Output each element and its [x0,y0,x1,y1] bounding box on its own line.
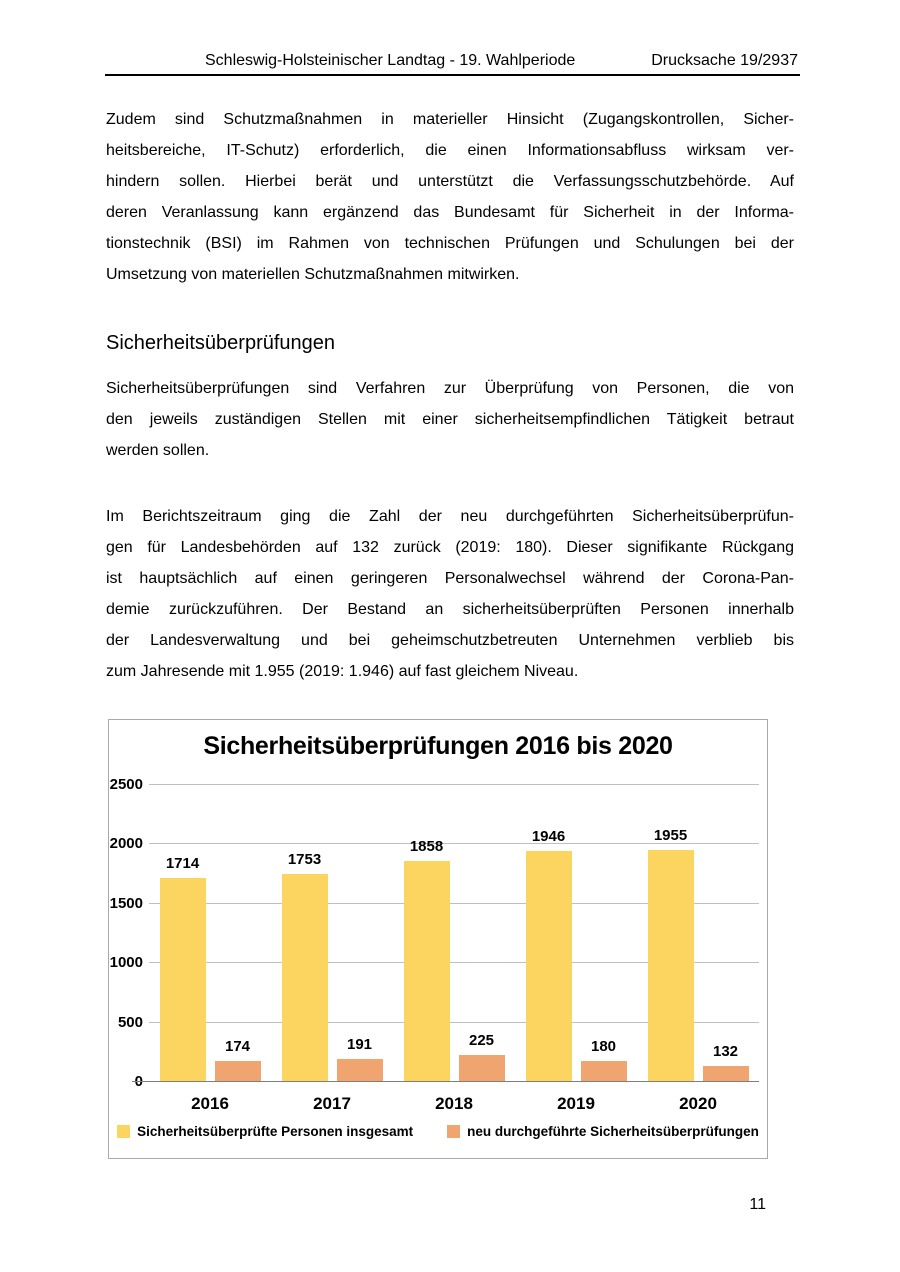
paragraph-3: Im Berichtszeitraum ging die Zahl der ne… [106,501,794,687]
text-line: der Landesverwaltung und bei geheimschut… [106,632,794,649]
x-tick-label: 2020 [679,1094,717,1113]
bar-value-label: 132 [712,1043,739,1060]
grid-line [149,1022,759,1023]
text-line: hindern sollen. Hierbei berät und unters… [106,173,794,190]
x-axis-line [132,1081,759,1082]
text-line: demie zurückzuführen. Der Bestand an sic… [106,601,794,618]
x-tick-label: 2019 [557,1094,595,1113]
chart-plot: 1714 174 1753 191 1858 225 1946 180 1955 132 [132,784,759,1082]
y-tick-label: 2500 [109,776,143,793]
legend-label: neu durchgeführte Sicherheitsüberprüfung… [467,1124,759,1139]
header-left-text: Schleswig-Holsteinischer Landtag - 19. W… [205,52,576,69]
header-right-text: Drucksache 19/2937 [651,52,798,69]
bar-group: 1946 180 [515,785,637,1082]
bar-group: 1714 174 [149,785,271,1082]
x-tick-label: 2017 [313,1094,351,1113]
text-line: Umsetzung von materiellen Schutzmaßnahme… [106,266,520,283]
text-line: deren Veranlassung kann ergänzend das Bu… [106,204,794,221]
y-tick-label: 0 [135,1073,143,1091]
chart-bar-groups: 1714 174 1753 191 1858 225 1946 180 1955 132 [149,785,759,1082]
bar-group: 1858 225 [393,785,515,1082]
bar-value-label: 225 [468,1032,495,1049]
bar: 180 [580,1038,627,1082]
bar-value-label: 180 [590,1038,617,1055]
bar-value-label: 1714 [165,855,200,872]
bar-value-label: 174 [224,1038,251,1055]
text-line: tionstechnik (BSI) im Rahmen von technis… [106,235,794,252]
bar: 225 [458,1032,505,1082]
bar-value-label: 191 [346,1036,373,1053]
legend-swatch-icon [447,1125,461,1138]
text-line: werden sollen. [106,442,210,459]
grid-line [149,903,759,904]
x-tick-label: 2016 [191,1094,229,1113]
paragraph-1: Zudem sind Schutzmaßnahmen in materielle… [106,104,794,290]
y-tick-label: 1000 [109,954,143,971]
grid-line [149,843,759,844]
bar-group: 1753 191 [271,785,393,1082]
bar-value-label: 1946 [531,828,566,845]
text-line: Sicherheitsüberprüfungen sind Verfahren … [106,380,794,397]
text-line: gen für Landesbehörden auf 132 zurück (2… [106,539,794,556]
chart-y-axis: 0 500 1000 1500 2000 2500 [109,776,143,1090]
bar: 174 [214,1038,261,1082]
y-tick-label: 2000 [109,835,143,852]
grid-line [149,784,759,785]
bar: 1858 [403,838,450,1082]
paragraph-2: Sicherheitsüberprüfungen sind Verfahren … [106,373,794,466]
bar-value-label: 1753 [287,851,322,868]
text-line: ist hauptsächlich auf einen geringeren P… [106,570,794,587]
legend-swatch-icon [117,1125,131,1138]
chart-legend: Sicherheitsüberprüfte Personen insgesamt… [109,1124,767,1139]
legend-label: Sicherheitsüberprüfte Personen insgesamt [137,1124,414,1139]
bar: 132 [702,1043,749,1082]
chart-figure: Sicherheitsüberprüfungen 2016 bis 2020 0… [108,719,768,1159]
text-line: Zudem sind Schutzmaßnahmen in materielle… [106,111,794,128]
x-tick-label: 2018 [435,1094,473,1113]
y-tick-label: 500 [117,1014,143,1031]
text-line: Im Berichtszeitraum ging die Zahl der ne… [106,508,794,525]
chart-title: Sicherheitsüberprüfungen 2016 bis 2020 [203,732,673,760]
bar: 191 [336,1036,383,1082]
y-tick-label: 1500 [109,895,143,912]
text-line: den jeweils zuständigen Stellen mit eine… [106,411,794,428]
bar: 1753 [281,851,328,1082]
bar-group: 1955 132 [637,785,759,1082]
legend-item: neu durchgeführte Sicherheitsüberprüfung… [447,1124,759,1139]
page-number: 11 [749,1196,766,1213]
chart-x-axis: 2016 2017 2018 2019 2020 [149,1094,759,1114]
bar-value-label: 1858 [409,838,444,855]
text-line: heitsbereiche, IT-Schutz) erforderlich, … [106,142,794,159]
header-rule [105,74,800,76]
grid-line [149,962,759,963]
bar: 1955 [647,827,694,1082]
section-heading: Sicherheitsüberprüfungen [106,332,336,354]
bar: 1714 [159,855,206,1082]
bar: 1946 [525,828,572,1082]
legend-item: Sicherheitsüberprüfte Personen insgesamt [117,1124,413,1139]
bar-value-label: 1955 [653,827,688,844]
text-line: zum Jahresende mit 1.955 (2019: 1.946) a… [106,663,579,680]
